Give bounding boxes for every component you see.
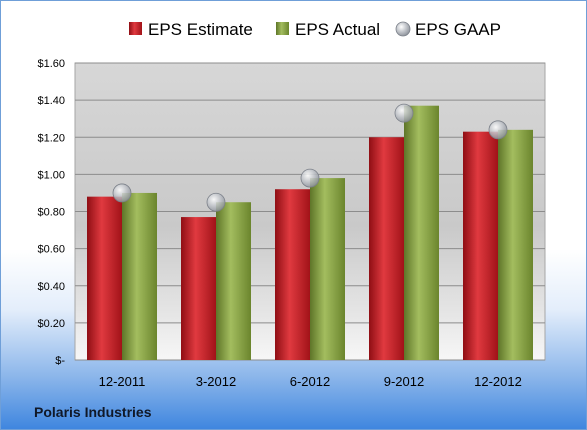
bar-eps-estimate — [275, 189, 310, 360]
bar-eps-actual — [216, 202, 251, 360]
legend-label: EPS GAAP — [415, 20, 501, 39]
y-tick-label: $0.40 — [37, 281, 65, 293]
y-tick-label: $0.60 — [37, 244, 65, 256]
bar-eps-estimate — [369, 137, 404, 360]
y-tick-label: $1.40 — [37, 95, 65, 107]
bars — [87, 105, 533, 360]
x-axis: 12-2011 3-2012 6-2012 9-2012 12-2012 — [99, 374, 522, 389]
y-tick-label: $0.20 — [37, 318, 65, 330]
bar-eps-actual — [122, 192, 157, 360]
company-name: Polaris Industries — [34, 404, 152, 420]
legend-swatch — [276, 22, 289, 35]
legend-label: EPS Estimate — [148, 20, 253, 39]
bar-eps-estimate — [87, 196, 122, 360]
gaap-marker — [112, 183, 132, 203]
x-tick-label: 12-2012 — [474, 374, 522, 389]
gaap-marker — [488, 120, 508, 140]
bar-eps-actual — [498, 129, 533, 360]
y-axis: $- $0.20 $0.40 $0.60 $0.80 $1.00 $1.20 $1.40 $1.… — [37, 58, 65, 367]
x-tick-label: 6-2012 — [290, 374, 330, 389]
gaap-marker — [206, 192, 226, 212]
gaap-markers — [112, 103, 508, 212]
legend: EPS Estimate EPS Actual EPS GAAP — [129, 20, 501, 39]
bar-eps-actual — [404, 105, 439, 360]
legend-item: EPS Actual — [276, 20, 380, 39]
x-tick-label: 3-2012 — [196, 374, 236, 389]
bar-eps-actual — [310, 178, 345, 360]
y-tick-label: $1.00 — [37, 169, 65, 181]
legend-label: EPS Actual — [295, 20, 380, 39]
bar-eps-estimate — [181, 217, 216, 360]
legend-item: EPS GAAP — [395, 20, 501, 39]
y-tick-label: $0.80 — [37, 207, 65, 219]
bar-eps-estimate — [463, 131, 498, 360]
y-tick-label: $1.20 — [37, 132, 65, 144]
legend-swatch — [395, 21, 411, 37]
eps-chart: EPS Estimate EPS Actual EPS GAAP $- $0.20 $0… — [37, 20, 546, 389]
legend-item: EPS Estimate — [129, 20, 253, 39]
gaap-marker — [300, 168, 320, 188]
y-tick-label: $1.60 — [37, 58, 65, 70]
legend-swatch — [129, 22, 142, 35]
x-tick-label: 9-2012 — [384, 374, 424, 389]
gaap-marker — [394, 103, 414, 123]
x-tick-label: 12-2011 — [99, 374, 146, 389]
y-tick-label: $- — [55, 355, 65, 367]
